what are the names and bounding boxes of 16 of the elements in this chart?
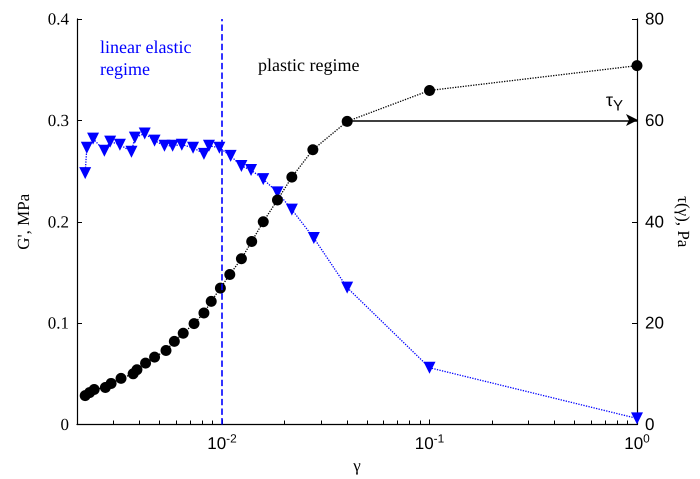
y2-axis-title: τ(γ), Pa bbox=[674, 196, 693, 248]
y-tick-label: 0.4 bbox=[48, 10, 70, 28]
y-axis-title: G', MPa bbox=[14, 193, 33, 250]
y-tick-label: 0.2 bbox=[48, 212, 69, 232]
annotation: plastic regime bbox=[258, 55, 360, 75]
ref-line-label: τ$_{Y}$ bbox=[606, 90, 623, 115]
y2-tick-label: 40 bbox=[645, 212, 664, 232]
y-tick-label: 0.3 bbox=[48, 110, 69, 130]
y-tick-label: 0 bbox=[60, 415, 69, 434]
y2-tick-label: 20 bbox=[645, 314, 664, 333]
y2-tick-label: 0 bbox=[645, 415, 654, 434]
y2-tick-label: 60 bbox=[645, 110, 664, 130]
x-axis-title: γ bbox=[352, 456, 362, 475]
y2-tick-label: 80 bbox=[645, 10, 664, 28]
y-tick-label: 0.1 bbox=[48, 314, 69, 333]
annotation: linear elastic regime bbox=[100, 37, 196, 79]
